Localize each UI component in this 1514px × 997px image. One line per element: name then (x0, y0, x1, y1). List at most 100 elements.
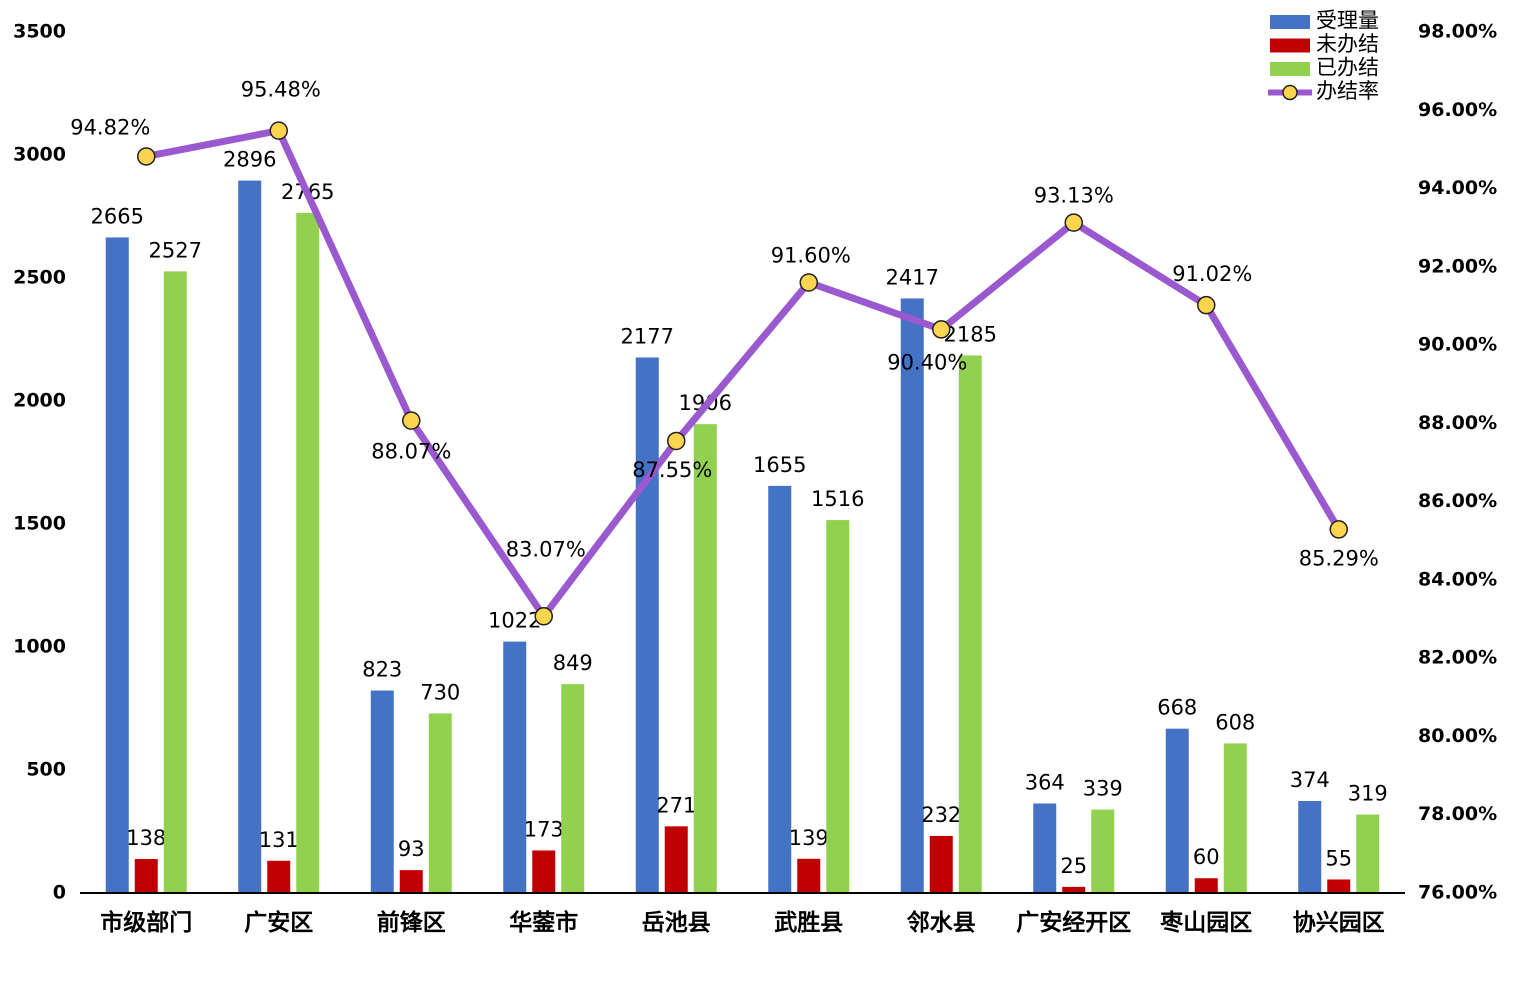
x-tick-label: 广安区 (244, 909, 313, 936)
bar (561, 684, 585, 893)
bar-value-label: 93 (398, 837, 425, 861)
bar (163, 271, 187, 893)
rate-marker (534, 607, 553, 626)
y2-tick-label: 92.00% (1418, 255, 1497, 277)
bar-value-label: 339 (1083, 777, 1123, 801)
rate-marker (667, 431, 686, 451)
legend-label: 已办结 (1316, 56, 1379, 80)
bar-value-label: 131 (259, 828, 299, 852)
rate-marker (137, 147, 156, 166)
y-tick-label: 1500 (13, 513, 66, 535)
rate-marker (1197, 295, 1216, 315)
legend-swatch (1282, 84, 1298, 101)
bar-value-label: 2527 (149, 238, 202, 262)
bar (1356, 814, 1380, 893)
x-tick-label: 华蓥市 (509, 909, 578, 936)
bar-value-label: 364 (1025, 770, 1065, 794)
legend-label: 办结率 (1316, 79, 1379, 103)
bar (503, 641, 527, 893)
legend-label: 未办结 (1316, 32, 1379, 56)
y-tick-label: 0 (53, 882, 66, 904)
bar (1194, 878, 1218, 893)
legend-swatch (1270, 38, 1310, 53)
bar (929, 835, 953, 893)
bar (693, 424, 717, 893)
rate-value-label: 91.02% (1172, 262, 1252, 286)
bar-value-label: 2177 (621, 324, 674, 348)
bar (797, 858, 821, 893)
bar-value-label: 668 (1157, 696, 1197, 720)
y2-tick-label: 76.00% (1418, 882, 1497, 904)
bar (1298, 800, 1322, 893)
bar-value-label: 319 (1348, 782, 1388, 806)
rate-line (145, 127, 1342, 620)
bar (826, 520, 850, 893)
bar-value-label: 2185 (944, 322, 997, 346)
bar (1062, 886, 1086, 893)
bar-value-label: 2417 (886, 265, 939, 289)
y2-tick-label: 78.00% (1418, 803, 1497, 825)
rate-marker (932, 320, 951, 339)
rate-value-label: 91.60% (771, 243, 851, 267)
y-tick-label: 3000 (13, 144, 66, 166)
bar (105, 237, 129, 893)
rate-value-label: 94.82% (70, 115, 150, 139)
bar (900, 298, 924, 894)
y-tick-label: 2000 (13, 390, 66, 412)
rate-value-label: 85.29% (1299, 546, 1379, 570)
bar (1091, 809, 1115, 893)
y2-tick-label: 82.00% (1418, 647, 1497, 669)
bar (664, 826, 688, 893)
bar-value-label: 2896 (223, 148, 276, 172)
y2-tick-label: 84.00% (1418, 568, 1497, 590)
y-tick-label: 2500 (13, 267, 66, 289)
x-tick-label: 枣山园区 (1159, 909, 1252, 936)
x-tick-label: 协兴园区 (1293, 909, 1385, 936)
rate-marker (1064, 213, 1083, 232)
bar (134, 859, 158, 893)
bar (768, 485, 792, 893)
y2-tick-label: 88.00% (1418, 412, 1497, 434)
y2-tick-label: 94.00% (1418, 177, 1497, 199)
y2-tick-label: 98.00% (1418, 21, 1497, 43)
bar-value-label: 173 (524, 817, 564, 841)
y2-tick-label: 86.00% (1418, 490, 1497, 512)
bar-value-label: 1022 (488, 609, 541, 633)
bar (399, 870, 423, 893)
bar (1033, 803, 1057, 893)
rate-value-label: 83.07% (506, 537, 586, 561)
bar-value-label: 823 (362, 658, 402, 682)
bar (1327, 879, 1351, 893)
bar-value-label: 1655 (753, 453, 806, 477)
bar-value-label: 25 (1060, 854, 1087, 878)
legend-swatch (1270, 15, 1310, 29)
x-tick-label: 市级部门 (100, 909, 192, 936)
bar-value-label: 271 (656, 793, 696, 817)
bar-value-label: 374 (1290, 768, 1330, 792)
bar (296, 212, 320, 893)
x-tick-label: 前锋区 (377, 909, 446, 936)
bar (428, 713, 452, 893)
bar (532, 850, 556, 893)
bar (370, 690, 394, 893)
y2-tick-label: 96.00% (1418, 99, 1497, 121)
bar-value-label: 60 (1193, 845, 1220, 869)
bar-value-label: 730 (420, 680, 460, 704)
rate-value-label: 88.07% (371, 440, 451, 464)
x-tick-label: 岳池县 (642, 909, 711, 936)
bar-value-label: 55 (1325, 846, 1352, 870)
rate-marker (402, 411, 421, 430)
y2-tick-label: 90.00% (1418, 334, 1497, 356)
bar-value-label: 608 (1215, 710, 1255, 734)
rate-marker (269, 121, 288, 140)
bar-value-label: 849 (553, 651, 593, 675)
bar (1165, 728, 1189, 893)
legend-label: 受理量 (1316, 9, 1379, 33)
rate-value-label: 90.40% (887, 350, 967, 374)
bar-value-label: 232 (921, 803, 961, 827)
bar (958, 355, 982, 893)
rate-marker (799, 273, 818, 292)
bar-value-label: 138 (126, 826, 166, 850)
rate-value-label: 93.13% (1034, 184, 1114, 208)
